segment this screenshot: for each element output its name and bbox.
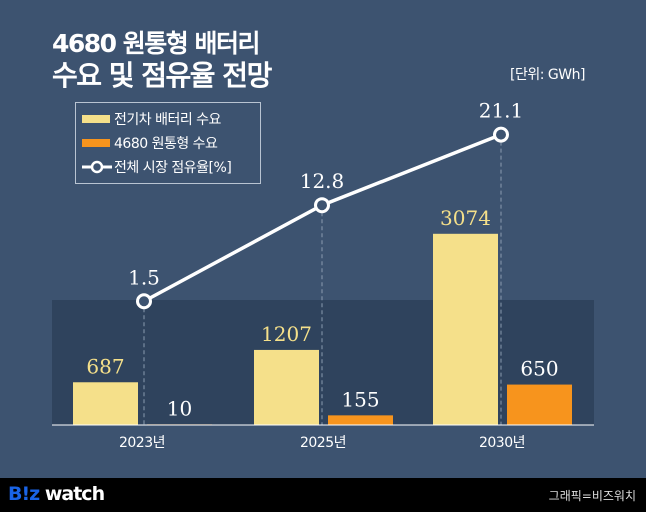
share-value-label: 1.5 [128,265,160,289]
legend-item-share: 전체 시장 점유율[%] [82,155,254,179]
plot-band [52,300,594,425]
bar-value-label: 650 [520,357,558,381]
bizwatch-logo: B!z watch [8,483,105,505]
chart-title-line1: 4680 원통형 배터리 [52,29,261,58]
bar-4680 [507,384,572,425]
bar-4680 [328,415,393,425]
bar-value-label: 10 [167,396,192,420]
footer: B!z watch 그래픽=비즈워치 [0,478,646,512]
share-point [493,126,509,143]
share-point [314,197,330,214]
bar-ev [254,349,319,425]
bar-value-label: 155 [341,387,379,411]
share-value-label: 12.8 [300,169,345,193]
legend-item-ev: 전기차 배터리 수요 [82,107,254,131]
legend-swatch [82,139,110,147]
line-marker-icon [82,160,112,174]
share-value-label: 21.1 [479,99,524,123]
bar-value-label: 3074 [440,206,491,230]
legend: 전기차 배터리 수요 4680 원통형 수요 전체 시장 점유율[%] [75,102,261,184]
unit-label: [단위: GWh] [510,67,585,83]
x-tick-label: 2023년 [119,435,165,451]
chart-area: 687 1207 3074 10 155 650 2023년 2025년 2030년 1.5 12.… [52,99,594,451]
share-point [136,293,152,310]
bar-value-label: 687 [86,354,124,378]
bar-ev [73,382,138,425]
legend-label: 전체 시장 점유율[%] [114,160,232,176]
credit: 그래픽=비즈워치 [548,489,636,503]
bar-value-label: 1207 [261,322,312,346]
legend-label: 전기차 배터리 수요 [114,112,221,128]
x-tick-label: 2025년 [300,435,346,451]
legend-item-4680: 4680 원통형 수요 [82,131,254,155]
legend-swatch [82,115,110,123]
x-tick-label: 2030년 [479,435,525,451]
bar-ev [433,233,498,425]
legend-label: 4680 원통형 수요 [114,136,218,152]
chart-title-line2: 수요 및 점유율 전망 [52,59,272,92]
